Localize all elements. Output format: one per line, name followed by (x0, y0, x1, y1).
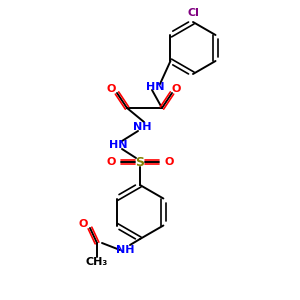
Text: O: O (106, 84, 116, 94)
Text: HN: HN (146, 82, 164, 92)
Text: O: O (78, 219, 88, 229)
Text: NH: NH (116, 245, 134, 255)
Text: S: S (136, 155, 145, 169)
Text: O: O (164, 157, 174, 167)
Text: O: O (106, 157, 116, 167)
Text: Cl: Cl (187, 8, 199, 18)
Text: CH₃: CH₃ (86, 257, 108, 267)
Text: NH: NH (133, 122, 151, 132)
Text: HN: HN (109, 140, 127, 150)
Text: O: O (171, 84, 181, 94)
